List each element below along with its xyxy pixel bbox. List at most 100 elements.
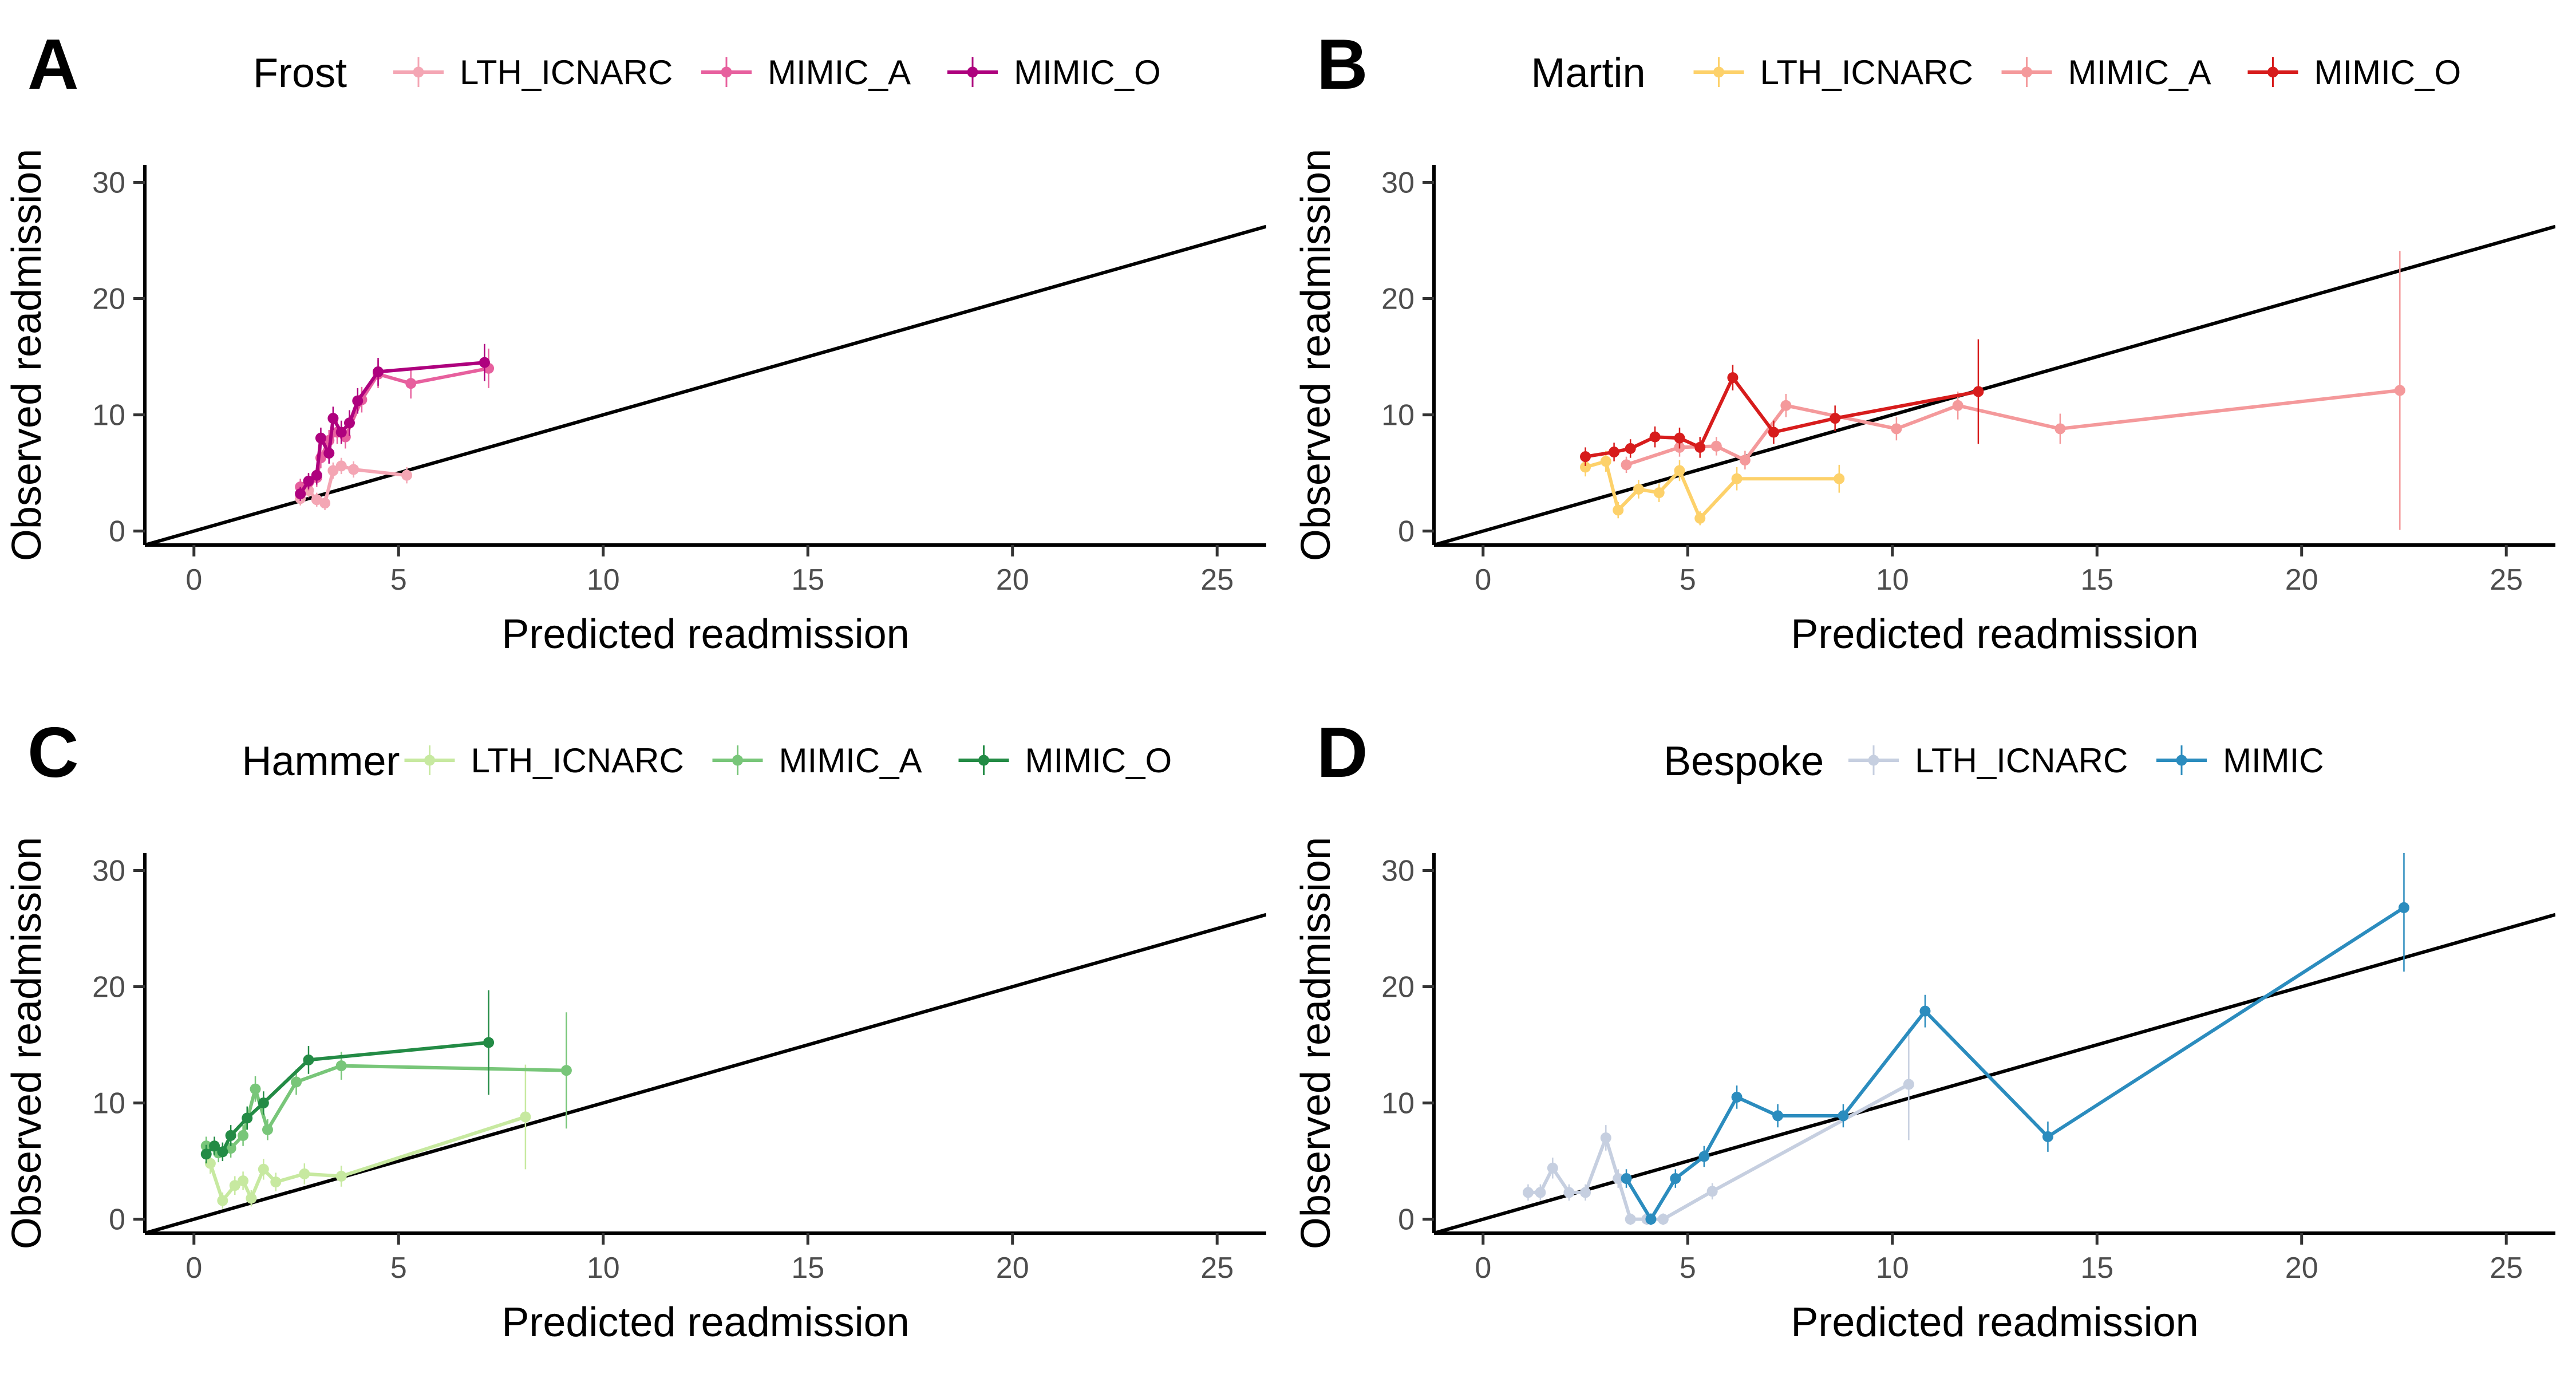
data-point	[1649, 431, 1661, 443]
reference-line	[1434, 913, 2555, 1233]
data-point	[246, 1193, 257, 1204]
legend-label: MIMIC	[2223, 741, 2324, 780]
data-point	[1731, 473, 1743, 484]
data-point	[238, 1175, 249, 1187]
data-point	[1698, 1151, 1710, 1162]
series-mimic-o	[200, 990, 495, 1164]
y-tick-label: 10	[92, 399, 125, 432]
series-lth-icnarc	[1580, 451, 1845, 526]
legend-label: MIMIC_A	[779, 741, 922, 780]
data-point	[373, 366, 384, 377]
series-mimic-a	[200, 1012, 572, 1163]
legend-label: LTH_ICNARC	[1760, 53, 1973, 92]
data-point	[200, 1148, 212, 1160]
data-point	[1973, 386, 1984, 397]
data-point	[2398, 902, 2409, 913]
legend-item: MIMIC_A	[2001, 53, 2211, 92]
legend-item: LTH_ICNARC	[1848, 741, 2128, 780]
data-point	[1613, 1173, 1624, 1185]
panel-tag: C	[27, 713, 79, 792]
x-tick-label: 25	[1200, 563, 1234, 597]
legend-title: Martin	[1531, 50, 1646, 96]
x-tick-label: 0	[185, 563, 202, 597]
series-line	[1625, 906, 2405, 1221]
x-tick-label: 15	[791, 1251, 824, 1285]
x-tick-label: 5	[1680, 563, 1696, 597]
data-point	[258, 1163, 269, 1175]
y-tick-label: 0	[1398, 1203, 1415, 1237]
data-point	[1670, 1173, 1681, 1185]
data-point	[311, 469, 322, 481]
data-point	[1768, 427, 1779, 438]
x-axis-title: Predicted readmission	[1791, 1300, 2198, 1345]
y-tick-label: 20	[92, 283, 125, 316]
legend-item: LTH_ICNARC	[404, 741, 684, 780]
series-line	[208, 1115, 526, 1203]
x-tick-label: 25	[2490, 563, 2523, 597]
data-point	[335, 460, 347, 472]
y-axis-title: Observed readmission	[1293, 149, 1339, 561]
y-tick-label: 30	[1381, 166, 1415, 199]
y-tick-label: 20	[1381, 283, 1415, 316]
legend-key-point	[2021, 66, 2032, 78]
y-axis-title: Observed readmission	[4, 149, 50, 561]
y-tick-label: 0	[109, 515, 125, 548]
data-point	[311, 494, 322, 506]
data-point	[1609, 447, 1620, 458]
legend: Martin LTH_ICNARC MIMIC_A MIMIC_O	[1531, 50, 2462, 96]
data-point	[1903, 1079, 1914, 1090]
x-axis-title: Predicted readmission	[1791, 611, 2198, 657]
legend-item: MIMIC_O	[958, 741, 1172, 780]
x-tick-label: 10	[587, 563, 620, 597]
data-point	[1706, 1186, 1718, 1197]
data-point	[262, 1124, 273, 1135]
legend-key-point	[1713, 66, 1724, 78]
legend-key-point	[2176, 755, 2187, 766]
data-point	[217, 1146, 228, 1158]
legend-key-point	[978, 755, 989, 766]
data-point	[217, 1195, 228, 1206]
data-point	[335, 1060, 347, 1072]
legend-key-point	[732, 755, 743, 766]
x-axis-title: Predicted readmission	[501, 611, 909, 657]
data-point	[401, 469, 413, 481]
y-tick-label: 0	[109, 1203, 125, 1237]
x-tick-label: 20	[996, 1251, 1029, 1285]
data-point	[1952, 400, 1963, 411]
series-line	[1585, 376, 1979, 459]
reference-line	[145, 913, 1266, 1233]
data-point	[352, 395, 364, 406]
data-point	[204, 1158, 216, 1169]
panel-tag: B	[1317, 25, 1368, 104]
y-axis-title: Observed readmission	[4, 837, 50, 1249]
panel-tag: A	[27, 25, 79, 104]
data-point	[315, 432, 326, 444]
data-point	[2042, 1131, 2053, 1142]
legend-label: LTH_ICNARC	[1915, 741, 2128, 780]
series-line	[205, 1041, 489, 1156]
legend-key-point	[721, 66, 732, 78]
x-tick-label: 25	[2490, 1251, 2523, 1285]
x-tick-label: 20	[996, 563, 1029, 597]
x-axis-title: Predicted readmission	[501, 1300, 909, 1345]
data-point	[1621, 1173, 1632, 1185]
data-point	[1780, 400, 1792, 411]
data-point	[348, 464, 359, 475]
legend-item: LTH_ICNARC	[393, 53, 673, 92]
data-point	[2394, 385, 2405, 396]
x-tick-label: 5	[390, 1251, 407, 1285]
series-mimic-a	[1621, 251, 2405, 530]
legend-label: MIMIC_O	[1014, 53, 1161, 92]
data-point	[319, 498, 331, 509]
data-point	[335, 1171, 347, 1182]
data-point	[483, 1037, 495, 1048]
data-point	[479, 357, 490, 368]
x-tick-label: 0	[185, 1251, 202, 1285]
y-tick-label: 10	[92, 1087, 125, 1120]
data-point	[520, 1111, 531, 1123]
legend-item: MIMIC_A	[701, 53, 911, 92]
data-point	[343, 417, 355, 429]
legend-title: Frost	[253, 50, 347, 96]
data-point	[1694, 512, 1706, 524]
y-tick-label: 30	[1381, 854, 1415, 887]
